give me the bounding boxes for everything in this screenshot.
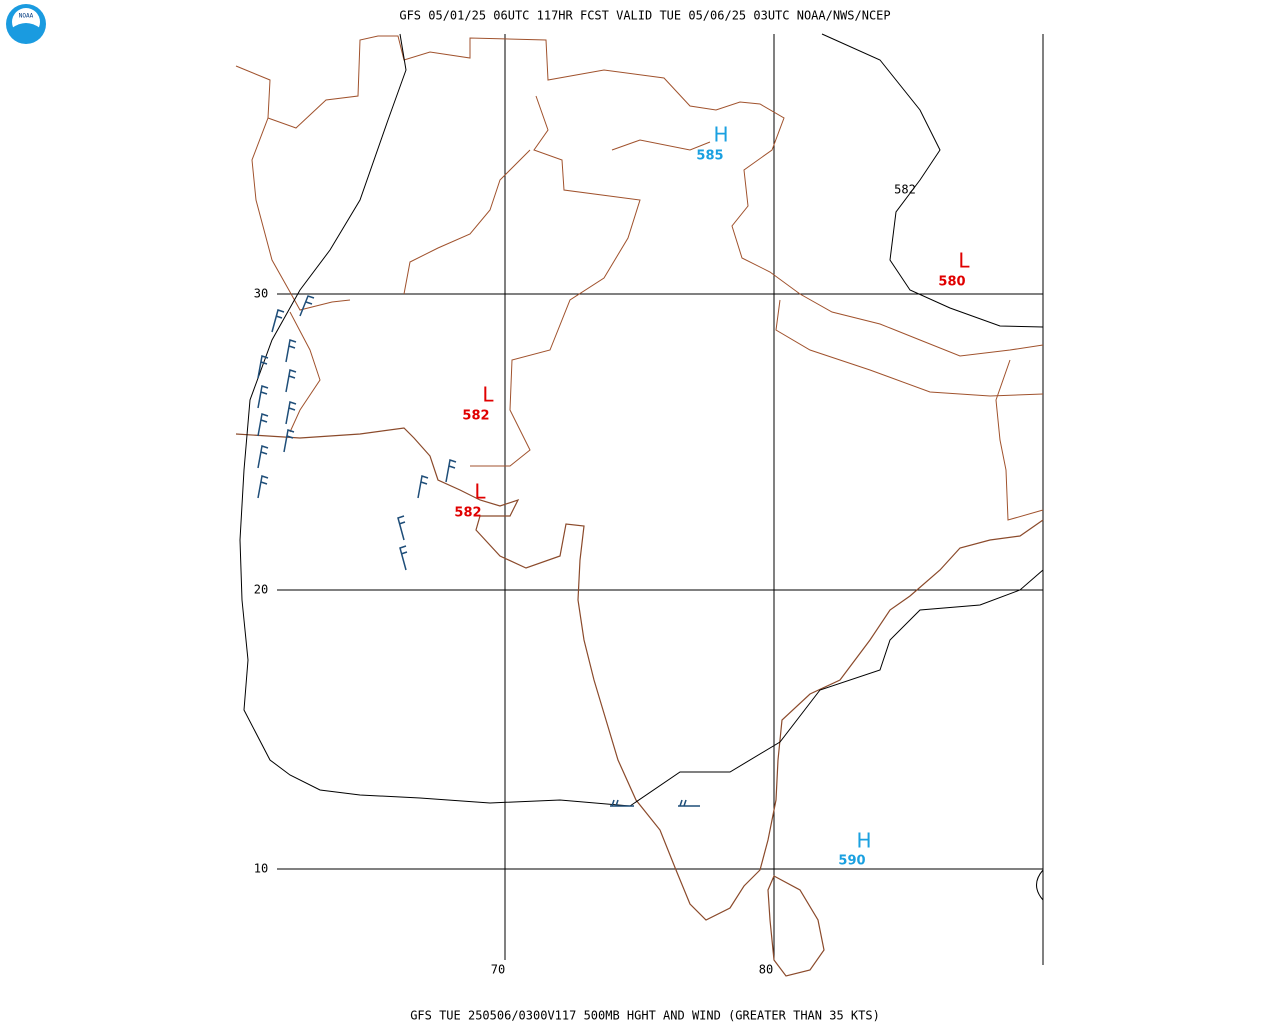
wind-barb — [397, 515, 406, 541]
system-symbol: L — [474, 480, 486, 504]
wind-barb — [285, 339, 297, 363]
wind-barb — [271, 309, 285, 333]
system-symbol: L — [958, 249, 970, 273]
system-symbol: L — [482, 383, 494, 407]
coastline — [767, 875, 825, 977]
wind-barb — [285, 401, 297, 425]
country-border — [611, 139, 711, 151]
country-border — [251, 117, 351, 311]
wind-barb — [257, 445, 269, 469]
height-contour — [821, 33, 1044, 328]
noaa-logo: NOAA — [6, 4, 46, 44]
system-symbol: H — [713, 123, 728, 147]
lat-label: 30 — [254, 287, 268, 301]
lat-label: 10 — [254, 862, 268, 876]
wind-barb — [678, 799, 700, 807]
wind-barb — [417, 475, 429, 499]
footer-caption: GFS TUE 250506/0300V117 500MB HGHT AND W… — [410, 1009, 880, 1023]
system-value: 582 — [454, 506, 481, 521]
country-border — [403, 149, 531, 295]
header-title: GFS 05/01/25 06UTC 117HR FCST VALID TUE … — [399, 9, 890, 23]
wind-barb — [399, 545, 408, 571]
logo-text: NOAA — [19, 13, 34, 20]
wind-barb — [285, 369, 297, 393]
country-border — [289, 311, 321, 433]
wind-barbs — [257, 295, 700, 807]
wind-barb — [257, 475, 269, 499]
system-value: 585 — [696, 149, 723, 164]
country-border — [470, 95, 641, 467]
wind-barb — [283, 429, 295, 453]
logo-wave — [12, 23, 40, 40]
contour-label: 582 — [894, 183, 916, 197]
wind-barb — [257, 385, 269, 409]
wind-barb — [257, 413, 269, 437]
coastline — [235, 427, 1044, 921]
lon-label: 80 — [759, 963, 773, 977]
country-border — [995, 359, 1044, 521]
graticule — [277, 34, 1044, 965]
wind-barb — [445, 459, 457, 483]
lat-label: 20 — [254, 583, 268, 597]
system-value: 582 — [462, 409, 489, 424]
wind-barb — [610, 799, 634, 807]
system-value: 580 — [938, 275, 965, 290]
country-border — [775, 299, 1044, 397]
height-contour — [1036, 869, 1044, 901]
system-symbol: H — [856, 829, 871, 853]
lon-label: 70 — [491, 963, 505, 977]
system-value: 590 — [838, 854, 865, 869]
height-contour — [239, 33, 1044, 807]
country-border — [235, 35, 1044, 357]
wind-barb — [299, 295, 315, 317]
wind-barb — [257, 355, 269, 379]
